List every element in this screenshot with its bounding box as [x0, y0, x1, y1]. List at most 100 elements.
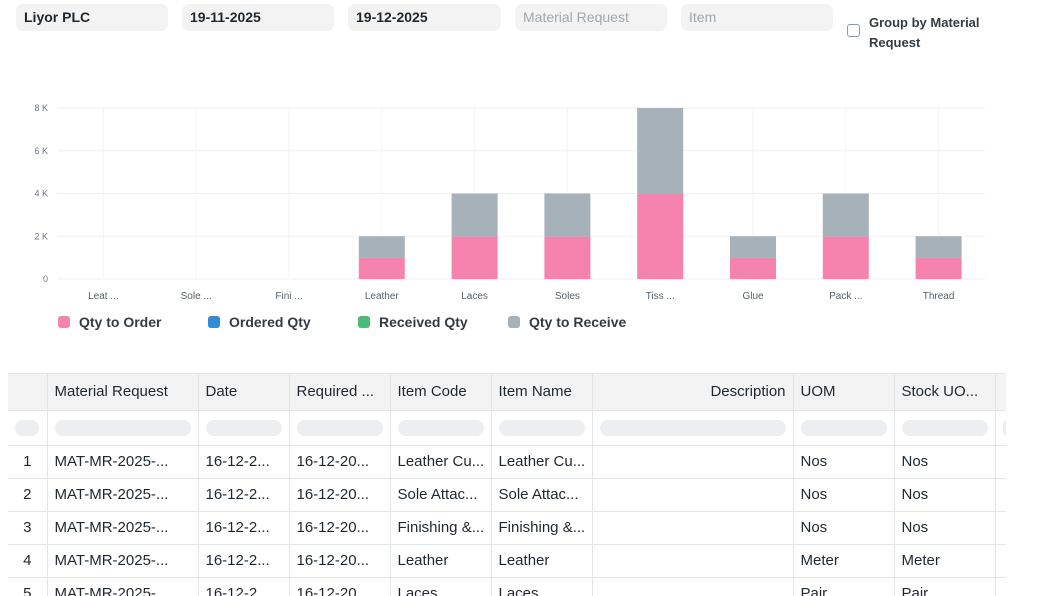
cell-stock-uom[interactable]: Pair [894, 577, 996, 596]
cell-date[interactable]: 16-12-2... [198, 577, 290, 596]
chart-container: 0 2 K 4 K 6 K 8 K Leat ... Sole ... Fini ... Lea… [0, 90, 1000, 340]
bar-segment[interactable] [730, 236, 776, 258]
bar-segment[interactable] [637, 108, 684, 194]
column-header-item-name[interactable]: Item Name [491, 374, 593, 411]
cell-item-code[interactable]: Leather Cu... [390, 445, 492, 479]
cell-item-code[interactable]: Leather [390, 544, 492, 578]
cell-date[interactable]: 16-12-2... [198, 511, 290, 545]
row-index: 4 [8, 544, 48, 578]
bar-segment[interactable] [730, 257, 776, 279]
cell-stock-uom[interactable]: Nos [894, 478, 996, 512]
x-tick-label: Thread [923, 291, 955, 302]
bar-segment[interactable] [637, 193, 684, 280]
x-tick-label: Sole ... [181, 291, 212, 302]
cell-material-request[interactable]: MAT-MR-2025-... [47, 577, 199, 596]
x-tick-label: Laces [461, 291, 488, 302]
cell-date[interactable]: 16-12-2... [198, 478, 290, 512]
legend-item[interactable]: Received Qty [358, 312, 468, 332]
cell-item-code[interactable]: Finishing &... [390, 511, 492, 545]
filter-input-uom[interactable] [793, 410, 895, 446]
x-tick-label: Glue [742, 291, 764, 302]
bar-segment[interactable] [822, 236, 869, 279]
cell-description[interactable] [592, 478, 794, 512]
column-header-uom[interactable]: UOM [793, 374, 895, 411]
cell-stock-uom[interactable]: Meter [894, 544, 996, 578]
bar-segment[interactable] [915, 236, 962, 258]
bar-segment[interactable] [451, 193, 498, 237]
cell-stock-uom[interactable]: Nos [894, 445, 996, 479]
column-header-stock-uom[interactable]: Stock UO... [894, 374, 996, 411]
cell-item-code[interactable]: Sole Attac... [390, 478, 492, 512]
cell-required-date[interactable]: 16-12-20... [289, 445, 391, 479]
legend-item[interactable]: Qty to Receive [508, 312, 626, 332]
company-field[interactable]: Liyor PLC [16, 4, 168, 31]
stacked-bar-chart: 0 2 K 4 K 6 K 8 K Leat ... Sole ... Fini ... Lea… [34, 103, 985, 302]
filter-input-date[interactable] [198, 410, 290, 446]
cell-uom[interactable]: Meter [793, 544, 895, 578]
bar-segment[interactable] [358, 236, 405, 258]
cell-material-request[interactable]: MAT-MR-2025-... [47, 511, 199, 545]
cell-material-request[interactable]: MAT-MR-2025-... [47, 478, 199, 512]
cell-uom[interactable]: Pair [793, 577, 895, 596]
filter-input-stock-uom[interactable] [894, 410, 996, 446]
group-by-checkbox[interactable] [847, 24, 860, 37]
report-table: Material Request Date Required ... Item … [8, 373, 1006, 596]
filter-input-item-name[interactable] [491, 410, 593, 446]
table-row[interactable]: 3 MAT-MR-2025-... 16-12-2... 16-12-20... Fin… [8, 511, 1006, 545]
to-date-field[interactable]: 19-12-2025 [348, 4, 501, 31]
column-header-required-date[interactable]: Required ... [289, 374, 391, 411]
column-header-date[interactable]: Date [198, 374, 290, 411]
x-tick-label: Fini ... [275, 291, 302, 302]
cell-uom[interactable]: Nos [793, 511, 895, 545]
cell-material-request[interactable]: MAT-MR-2025-... [47, 445, 199, 479]
legend-swatch [208, 316, 220, 328]
cell-item-name[interactable]: Finishing &... [491, 511, 593, 545]
cell-required-date[interactable]: 16-12-20... [289, 544, 391, 578]
cell-description[interactable] [592, 511, 794, 545]
cell-required-date[interactable]: 16-12-20... [289, 577, 391, 596]
filter-input-required-date[interactable] [289, 410, 391, 446]
cell-item-name[interactable]: Leather Cu... [491, 445, 593, 479]
legend-item[interactable]: Ordered Qty [208, 312, 311, 332]
cell-item-name[interactable]: Sole Attac... [491, 478, 593, 512]
filter-input-item-code[interactable] [390, 410, 492, 446]
cell-item-code[interactable]: Laces [390, 577, 492, 596]
cell-description[interactable] [592, 577, 794, 596]
bar-segment[interactable] [822, 193, 869, 237]
column-header-item-code[interactable]: Item Code [390, 374, 492, 411]
cell-stock-uom[interactable]: Nos [894, 511, 996, 545]
cell-description[interactable] [592, 445, 794, 479]
cell-uom[interactable]: Nos [793, 478, 895, 512]
bar-segment[interactable] [451, 236, 498, 279]
cell-date[interactable]: 16-12-2... [198, 445, 290, 479]
legend-swatch [508, 316, 520, 328]
filter-input-material-request[interactable] [47, 410, 199, 446]
cell-uom[interactable]: Nos [793, 445, 895, 479]
cell-required-date[interactable]: 16-12-20... [289, 478, 391, 512]
filter-input-description[interactable] [592, 410, 794, 446]
bar-segment[interactable] [544, 236, 591, 279]
table-row[interactable]: 4 MAT-MR-2025-... 16-12-2... 16-12-20... Lea… [8, 544, 1006, 578]
item-field[interactable]: Item [681, 4, 833, 31]
y-tick-label: 0 [43, 274, 48, 284]
column-header-material-request[interactable]: Material Request [47, 374, 199, 411]
cell-description[interactable] [592, 544, 794, 578]
cell-material-request[interactable]: MAT-MR-2025-... [47, 544, 199, 578]
cell-required-date[interactable]: 16-12-20... [289, 511, 391, 545]
x-tick-label: Pack ... [829, 291, 862, 302]
x-tick-label: Tiss ... [646, 291, 675, 302]
legend-item[interactable]: Qty to Order [58, 312, 161, 332]
from-date-field[interactable]: 19-11-2025 [182, 4, 334, 31]
table-row[interactable]: 2 MAT-MR-2025-... 16-12-2... 16-12-20... Sol… [8, 478, 1006, 512]
bar-segment[interactable] [358, 257, 405, 279]
table-row[interactable]: 5 MAT-MR-2025-... 16-12-2... 16-12-20... Lac… [8, 577, 1006, 596]
cell-date[interactable]: 16-12-2... [198, 544, 290, 578]
cell-item-name[interactable]: Laces [491, 577, 593, 596]
table-row[interactable]: 1 MAT-MR-2025-... 16-12-2... 16-12-20... Lea… [8, 445, 1006, 479]
bar-segment[interactable] [915, 257, 962, 279]
material-request-field[interactable]: Material Request [515, 4, 667, 31]
cell-item-name[interactable]: Leather [491, 544, 593, 578]
column-header-description[interactable]: Description [592, 374, 794, 411]
column-filter-row [8, 410, 1006, 446]
bar-segment[interactable] [544, 193, 591, 237]
